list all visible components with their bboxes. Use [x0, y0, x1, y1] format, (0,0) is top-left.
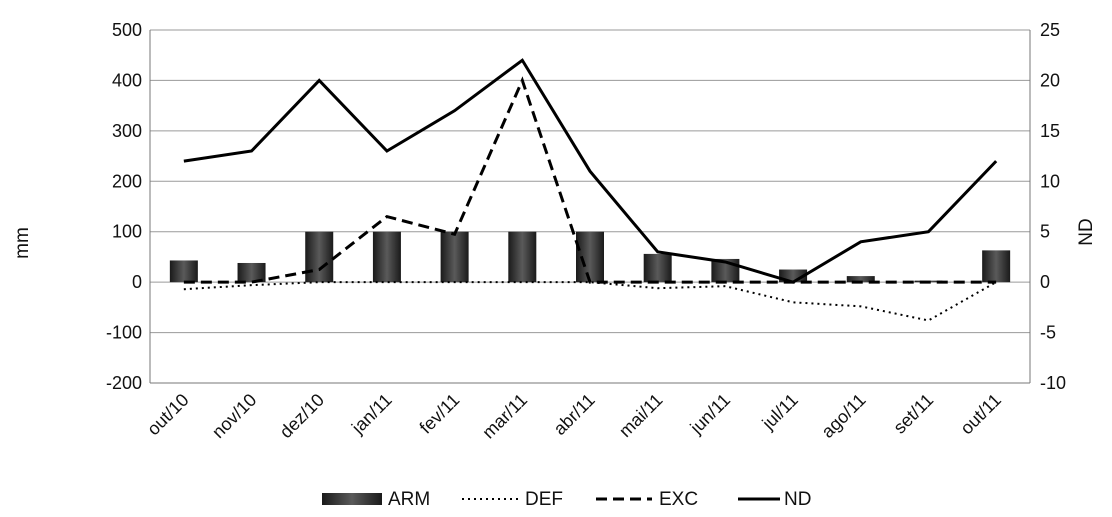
x-tick-label: abr/11 — [550, 390, 599, 439]
nd-line — [183, 58, 998, 284]
y2-tick-label: 25 — [1040, 20, 1060, 40]
y-tick-label: 100 — [112, 222, 142, 242]
y2-tick-label: 10 — [1040, 171, 1060, 191]
y-tick-label: 0 — [132, 272, 142, 292]
arm-bar — [508, 231, 537, 283]
x-tick-label: dez/10 — [276, 390, 328, 442]
x-tick-label: set/11 — [889, 390, 937, 438]
x-tick-label: out/10 — [143, 390, 193, 440]
arm-bar — [846, 276, 875, 283]
x-tick-label: mai/11 — [615, 390, 666, 441]
y2-tick-label: 5 — [1040, 222, 1050, 242]
x-tick-label: nov/10 — [208, 390, 260, 442]
grid — [150, 29, 1030, 384]
y2-tick-label: -10 — [1040, 373, 1066, 393]
legend-swatch-arm — [322, 493, 382, 505]
legend-label-exc: EXC — [659, 489, 698, 510]
arm-bar — [643, 253, 672, 283]
x-tick-label: jan/11 — [347, 390, 396, 439]
arm-bar — [305, 231, 334, 283]
y2-axis-title: ND — [1076, 218, 1097, 245]
y-tick-label: -100 — [106, 323, 142, 343]
series-lines — [183, 58, 998, 322]
arm-bars — [169, 231, 1011, 283]
arm-bar — [372, 231, 401, 283]
legend: ARM DEF EXC ND — [322, 489, 811, 510]
legend-label-nd: ND — [784, 489, 811, 510]
legend-label-def: DEF — [525, 489, 563, 510]
def-line — [183, 281, 997, 322]
arm-bar — [237, 262, 266, 283]
y2-tick-label: 0 — [1040, 272, 1050, 292]
x-tick-label: mar/11 — [478, 390, 531, 443]
y2-tick-label: 15 — [1040, 121, 1060, 141]
legend-label-arm: ARM — [388, 489, 430, 510]
x-tick-label: jul/11 — [758, 390, 802, 434]
x-tick-label: jun/11 — [686, 390, 735, 439]
y2-tick-label: 20 — [1040, 70, 1060, 90]
arm-bar — [440, 231, 469, 283]
x-tick-label: ago/11 — [817, 390, 869, 442]
y2-tick-label: -5 — [1040, 323, 1056, 343]
y-axis-title: mm — [12, 227, 33, 259]
x-tick-label: out/11 — [956, 390, 1005, 439]
y-tick-label: 200 — [112, 171, 142, 191]
y-tick-label: -200 — [106, 373, 142, 393]
y-tick-label: 500 — [112, 20, 142, 40]
y-tick-label: 400 — [112, 70, 142, 90]
y-tick-label: 300 — [112, 121, 142, 141]
exc-line — [183, 76, 997, 284]
arm-bar — [169, 260, 198, 283]
arm-bar — [982, 250, 1011, 283]
x-tick-label: fev/11 — [416, 390, 464, 438]
